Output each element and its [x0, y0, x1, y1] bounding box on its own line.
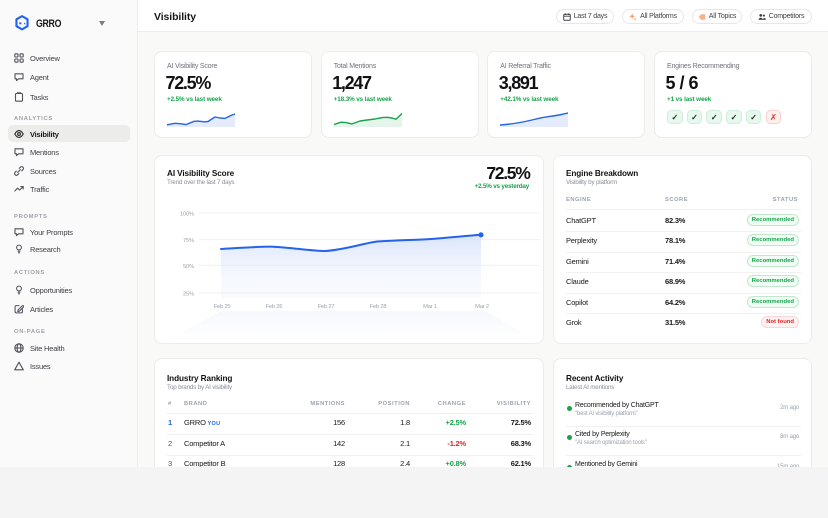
svg-text:100%: 100% [180, 212, 194, 218]
svg-text:75%: 75% [183, 238, 194, 244]
svg-text:Mar 2: Mar 2 [475, 304, 489, 310]
svg-text:Feb 27: Feb 27 [318, 304, 335, 310]
svg-text:Feb 26: Feb 26 [266, 304, 283, 310]
svg-text:Feb 28: Feb 28 [370, 304, 387, 310]
svg-text:25%: 25% [183, 292, 194, 298]
svg-text:Mar 1: Mar 1 [423, 304, 437, 310]
svg-text:Feb 25: Feb 25 [214, 304, 231, 310]
svg-text:50%: 50% [183, 264, 194, 270]
